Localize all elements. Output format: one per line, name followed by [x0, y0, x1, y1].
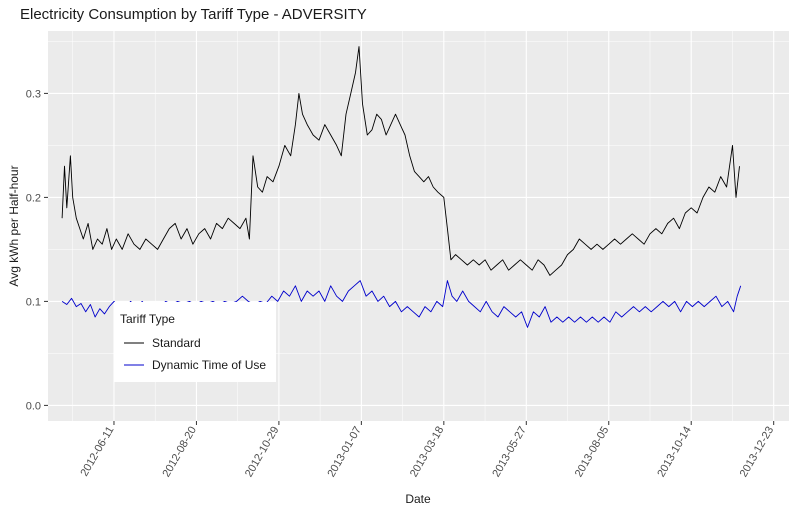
y-tick-label: 0.2 — [26, 192, 41, 204]
legend-box — [114, 302, 276, 382]
x-tick-label: 2012-10-29 — [243, 425, 282, 480]
chart-title: Electricity Consumption by Tariff Type -… — [20, 6, 367, 23]
legend-label-dynamic: Dynamic Time of Use — [152, 358, 266, 372]
x-tick-label: 2012-08-20 — [161, 425, 200, 480]
y-tick-label: 0.1 — [26, 296, 41, 308]
x-tick-label: 2013-03-18 — [408, 425, 447, 480]
series-line-standard — [61, 46, 740, 276]
x-axis-label: Date — [405, 492, 431, 506]
x-tick-label: 2013-08-05 — [573, 425, 612, 480]
x-axis: 2012-06-11 2012-08-20 2012-10-29 2013-01-07… — [78, 421, 776, 479]
y-tick-label: 0.0 — [26, 400, 41, 412]
legend-title: Tariff Type — [120, 312, 175, 326]
x-tick-label: 2013-05-27 — [490, 425, 529, 480]
x-tick-label: 2013-01-07 — [325, 425, 364, 480]
y-tick-label: 0.3 — [26, 88, 41, 100]
y-axis-label: Avg kWh per Half-hour — [7, 165, 21, 286]
x-tick-label: 2013-12-23 — [738, 425, 777, 480]
x-tick-label: 2013-10-14 — [655, 425, 694, 480]
major-gridlines — [48, 31, 789, 421]
legend-label-standard: Standard — [152, 336, 201, 350]
y-axis: 0.0 0.1 0.2 0.3 — [26, 88, 48, 412]
x-tick-label: 2012-06-11 — [78, 425, 116, 479]
legend: Tariff Type Standard Dynamic Time of Use — [114, 302, 276, 382]
